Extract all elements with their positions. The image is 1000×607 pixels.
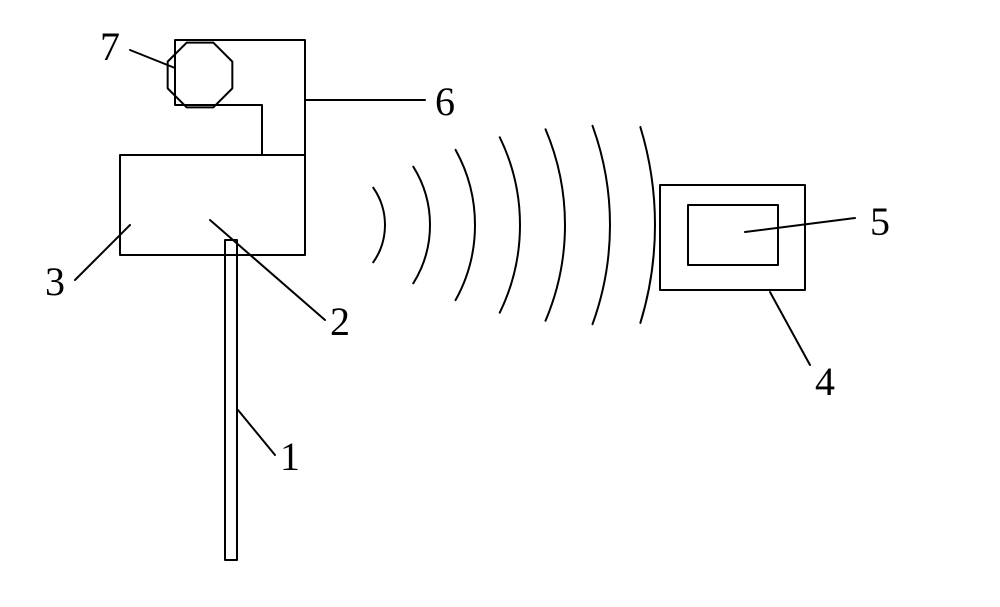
signal-wave-arc xyxy=(593,126,610,324)
signal-wave-arc xyxy=(413,167,430,284)
signal-wave-arc xyxy=(546,129,565,320)
callout-line-2 xyxy=(210,220,325,320)
signal-wave-arc xyxy=(373,188,385,263)
callout-line-7 xyxy=(130,50,175,68)
octagon-sensor xyxy=(168,43,233,108)
callout-line-4 xyxy=(770,292,810,365)
signal-wave-arc xyxy=(640,127,655,323)
callout-line-1 xyxy=(238,410,275,455)
callout-line-5 xyxy=(745,218,855,232)
callout-label-3: 3 xyxy=(45,259,65,304)
receiver-inner xyxy=(688,205,778,265)
callout-label-1: 1 xyxy=(280,434,300,479)
main-box xyxy=(120,155,305,255)
callout-label-2: 2 xyxy=(330,299,350,344)
technical-diagram: 7 6 3 2 5 4 1 xyxy=(0,0,1000,607)
receiver-outer xyxy=(660,185,805,290)
callout-label-7: 7 xyxy=(100,24,120,69)
signal-waves xyxy=(373,126,655,324)
callout-label-6: 6 xyxy=(435,79,455,124)
callout-label-5: 5 xyxy=(870,199,890,244)
signal-wave-arc xyxy=(500,137,520,312)
stand-pole xyxy=(225,240,237,560)
signal-wave-arc xyxy=(456,150,475,300)
bracket xyxy=(175,40,305,155)
callout-label-4: 4 xyxy=(815,359,835,404)
callout-line-3 xyxy=(75,225,130,280)
